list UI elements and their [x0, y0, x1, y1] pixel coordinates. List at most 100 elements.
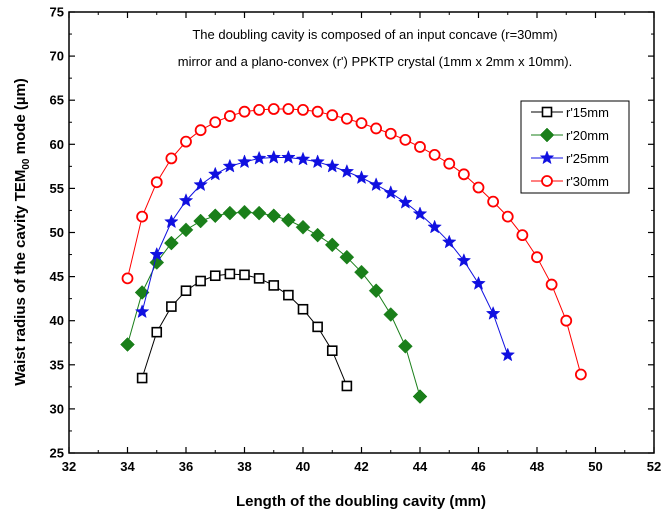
y-tick-label: 45: [50, 269, 64, 284]
legend-label: r'25mm: [566, 151, 609, 166]
x-tick-label: 36: [179, 459, 193, 474]
data-point: [238, 105, 251, 118]
legend-label: r'15mm: [566, 105, 609, 120]
data-point: [341, 380, 353, 392]
data-point: [531, 251, 543, 264]
data-point: [297, 303, 309, 315]
y-axis-title-unit: mode (µm): [12, 78, 29, 158]
y-tick-label: 25: [50, 446, 64, 461]
legend-marker: [541, 175, 553, 187]
data-point: [370, 122, 383, 135]
data-point: [471, 275, 486, 290]
data-point: [443, 157, 456, 170]
data-point: [253, 273, 265, 284]
data-point: [266, 208, 282, 224]
series-1: [136, 268, 353, 392]
data-point: [545, 278, 558, 291]
data-point: [412, 389, 428, 404]
legend-label: r'20mm: [566, 128, 609, 143]
legend-marker: [539, 150, 555, 165]
data-point: [295, 219, 311, 235]
data-point: [164, 214, 179, 229]
data-point: [251, 205, 267, 221]
data-point: [398, 338, 413, 354]
data-point: [412, 206, 428, 221]
data-point: [149, 246, 165, 261]
y-tick-label: 65: [50, 93, 64, 108]
data-point: [311, 105, 324, 118]
plot-frame: [68, 11, 655, 454]
data-point: [134, 304, 150, 319]
data-point: [326, 345, 338, 356]
x-tick-label: 32: [62, 459, 76, 474]
data-point: [414, 141, 426, 153]
data-point: [266, 149, 282, 164]
data-point: [178, 222, 194, 238]
data-point: [427, 219, 442, 234]
data-point: [164, 235, 179, 251]
data-point: [324, 237, 340, 253]
data-point: [384, 127, 397, 140]
data-point: [283, 289, 294, 301]
data-point: [574, 368, 587, 381]
data-point: [340, 112, 353, 125]
data-point: [297, 104, 309, 116]
y-axis-title: Waist radius of the cavity TEM00 mode (µ…: [12, 78, 32, 386]
data-point: [136, 210, 149, 223]
data-point: [441, 234, 457, 249]
data-point: [150, 176, 163, 189]
data-point: [237, 204, 252, 220]
legend-marker: [541, 106, 553, 118]
data-point: [195, 275, 206, 287]
data-point: [295, 151, 311, 166]
x-tick-label: 48: [530, 459, 544, 474]
data-point: [180, 285, 192, 297]
data-point: [457, 168, 470, 181]
data-point: [267, 103, 280, 115]
y-tick-label: 55: [50, 181, 64, 196]
x-tick-label: 42: [354, 459, 368, 474]
data-point: [355, 117, 368, 130]
y-axis-title-main: Waist radius of the cavity TEM: [12, 170, 29, 386]
data-point: [209, 270, 221, 282]
data-point: [194, 124, 207, 137]
data-point: [193, 177, 208, 192]
annotation-line-2: mirror and a plano-convex (r') PPKTP cry…: [178, 54, 573, 69]
legend-box: [520, 100, 630, 194]
x-tick-label: 40: [296, 459, 310, 474]
legend-item: r'25mm: [531, 150, 609, 166]
data-point: [324, 158, 340, 173]
data-point: [383, 185, 399, 200]
legend-label: r'30mm: [566, 174, 609, 189]
data-point: [500, 347, 516, 362]
data-point: [178, 193, 194, 207]
series-4: [121, 103, 587, 381]
series-line: [127, 108, 582, 375]
x-tick-label: 50: [588, 459, 602, 474]
data-point: [136, 372, 148, 384]
x-tick-label: 34: [120, 459, 135, 474]
data-point: [239, 269, 250, 281]
data-point: [383, 307, 399, 322]
y-tick-label: 75: [50, 5, 64, 20]
data-point: [121, 272, 134, 285]
data-point: [223, 110, 236, 122]
y-tick-label: 35: [50, 357, 64, 372]
data-point: [339, 249, 355, 265]
data-point: [354, 264, 369, 280]
legend-items: r'15mm r'20mm r'25mm r'30mm: [531, 105, 609, 189]
legend-marker: [539, 127, 555, 143]
data-point: [207, 166, 223, 181]
data-point: [310, 227, 325, 243]
data-point: [209, 116, 222, 129]
data-point: [368, 177, 384, 192]
data-point: [166, 301, 177, 312]
data-point: [224, 268, 236, 280]
series-layer: [120, 103, 587, 404]
data-point: [268, 280, 280, 291]
y-tick-label: 30: [50, 401, 64, 416]
data-point: [560, 314, 573, 327]
data-point: [120, 337, 135, 352]
data-point: [207, 208, 223, 224]
